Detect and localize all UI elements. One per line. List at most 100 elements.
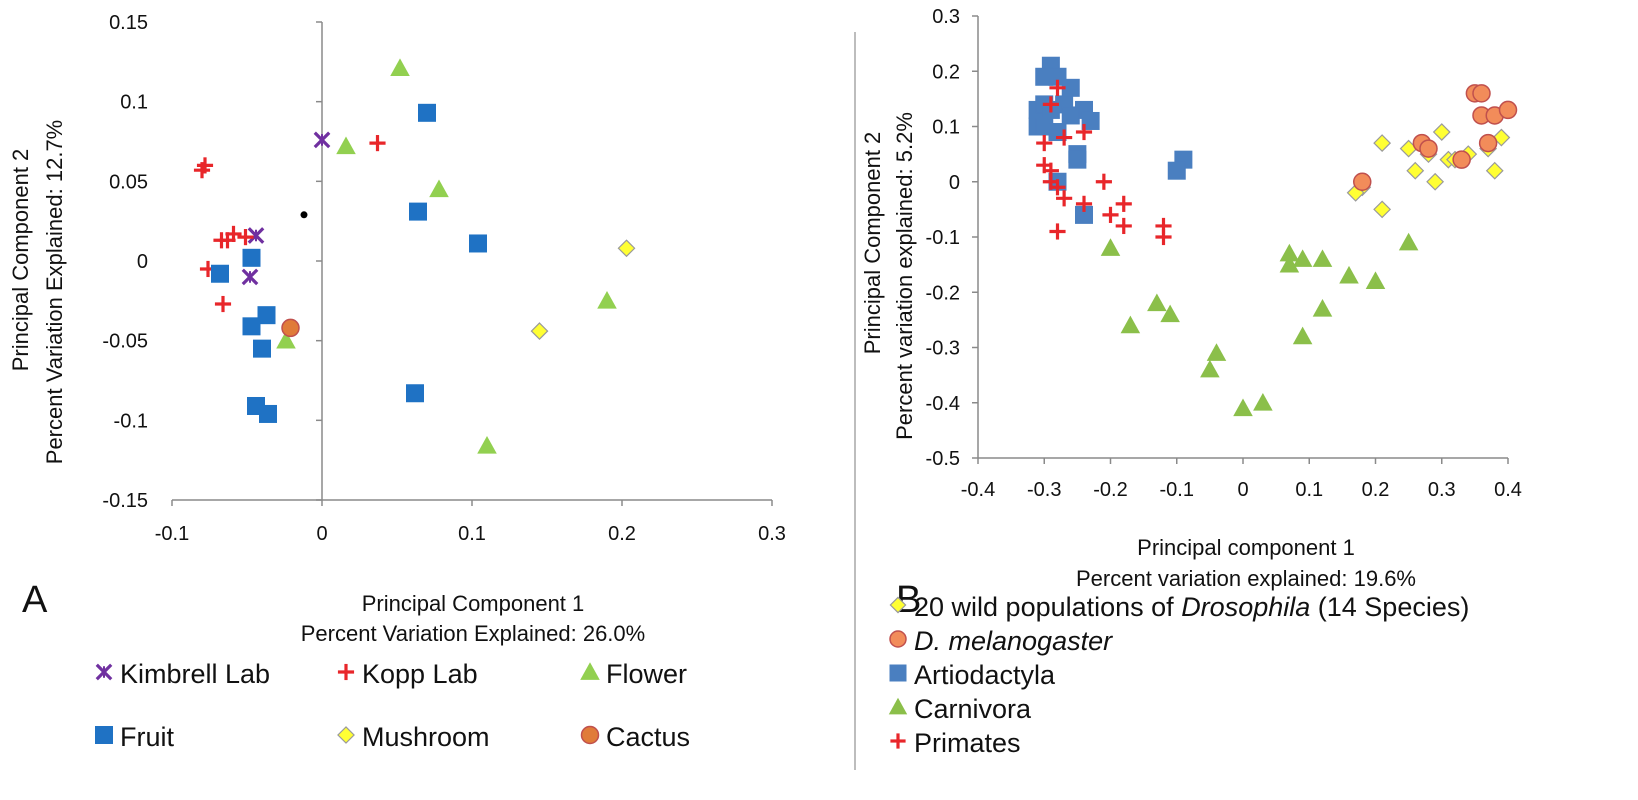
x-tick-label: 0.1 xyxy=(458,523,486,545)
point-primates xyxy=(1056,190,1073,207)
point-kimbrell-lab xyxy=(247,227,265,244)
y-tick-label: -0.5 xyxy=(926,448,960,470)
legend-label-drosophila: 20 wild populations of Drosophila (14 Sp… xyxy=(914,592,1469,622)
x-tick-label: -0.1 xyxy=(1160,479,1194,501)
point-carnivora xyxy=(1279,254,1300,273)
panel-b-ylabel: Principal Component 2 xyxy=(860,132,885,355)
point-primates xyxy=(1036,135,1053,152)
panel-b-legend: 20 wild populations of Drosophila (14 Sp… xyxy=(888,592,1469,758)
panel-a-scatter: -0.1 0 0.1 0.2 0.3 0.15 0.1 0.05 0 -0.05 -0.1 -0.15 xyxy=(102,12,786,545)
panel-b-xlabel: Principal component 1 xyxy=(1137,535,1355,560)
point-carnivora xyxy=(1160,304,1180,323)
x-tick-label: -0.2 xyxy=(1093,479,1127,501)
legend-label-carnivora: Carnivora xyxy=(914,694,1032,724)
y-tick-label: 0.1 xyxy=(932,117,960,139)
y-tick-label: -0.2 xyxy=(926,282,960,304)
point-kimbrell-lab xyxy=(241,268,259,286)
point-d-melanogaster xyxy=(1478,133,1498,153)
y-tick-label: -0.1 xyxy=(926,227,960,249)
point-carnivora xyxy=(1233,398,1253,417)
x-tick-label: 0.3 xyxy=(758,523,786,545)
point-fruit xyxy=(259,404,277,423)
point-primates xyxy=(1042,96,1059,113)
legend-marker-fruit xyxy=(95,726,113,744)
point-fruit xyxy=(418,103,436,122)
point-d-melanogaster xyxy=(1353,172,1372,191)
point-kopp-lab xyxy=(214,295,232,313)
point-primates xyxy=(1056,129,1073,146)
y-tick-label: -0.4 xyxy=(926,393,960,415)
point-primates xyxy=(1049,179,1066,196)
legend-label-fruit: Fruit xyxy=(120,722,174,752)
y-tick-label: 0 xyxy=(137,251,148,273)
point-carnivora xyxy=(1279,243,1300,262)
point-kopp-lab xyxy=(237,229,254,246)
y-tick-label: 0.2 xyxy=(932,61,960,83)
point-fruit xyxy=(242,317,261,336)
point-carnivora xyxy=(1200,359,1220,378)
legend-marker-carnivora xyxy=(888,697,908,715)
point-drosophila xyxy=(1485,161,1504,180)
y-tick-label: -0.15 xyxy=(102,490,148,512)
y-tick-label: 0.1 xyxy=(120,92,148,114)
point-mushroom xyxy=(530,322,549,341)
point-drosophila xyxy=(1492,128,1511,147)
point-artiodactyla xyxy=(1081,111,1100,130)
point-carnivora xyxy=(1147,293,1167,312)
legend-marker-primates xyxy=(890,733,906,749)
x-tick-label: -0.4 xyxy=(961,479,995,501)
point-d-melanogaster xyxy=(1498,100,1518,120)
point-carnivora xyxy=(1312,299,1333,317)
point-cactus xyxy=(281,318,300,338)
legend-label-d-melanogaster: D. melanogaster xyxy=(914,626,1113,656)
legend-label-primates: Primates xyxy=(914,728,1021,758)
point-carnivora xyxy=(1339,265,1359,284)
point-d-melanogaster xyxy=(1472,84,1491,103)
point-primates xyxy=(1095,173,1112,190)
panel-a-xlabel-2: Percent Variation Explained: 26.0% xyxy=(301,621,645,646)
point-carnivora xyxy=(1206,343,1227,361)
legend-label-artiodactyla: Artiodactyla xyxy=(914,660,1056,690)
point-kopp-lab xyxy=(369,135,386,152)
point-fruit xyxy=(257,306,276,325)
y-tick-label: -0.1 xyxy=(114,410,148,432)
point-carnivora xyxy=(1100,238,1121,256)
y-tick-label: 0.05 xyxy=(109,171,148,193)
panel-a-ylabel: Principal Component 2 xyxy=(8,149,33,372)
legend-marker-kimbrell-lab xyxy=(95,663,113,681)
point-fruit xyxy=(253,339,271,358)
point-carnivora xyxy=(1120,315,1141,334)
legend-marker-flower xyxy=(580,662,600,680)
point-mushroom xyxy=(617,239,636,258)
point-artiodactyla xyxy=(1167,161,1186,180)
point-artiodactyla xyxy=(1068,150,1087,169)
y-tick-label: 0 xyxy=(949,172,960,194)
point-drosophila xyxy=(1432,123,1451,141)
x-tick-label: -0.3 xyxy=(1027,479,1061,501)
y-tick-label: -0.05 xyxy=(102,331,148,353)
point-carnivora xyxy=(1365,271,1386,290)
point-flower xyxy=(336,136,356,155)
legend-marker-mushroom xyxy=(337,726,355,744)
legend-label-cactus: Cactus xyxy=(606,722,690,752)
panel-a-ylabel-2: Percent Variation Explained: 12.7% xyxy=(42,120,67,464)
point-fruit xyxy=(242,248,261,267)
point-fruit xyxy=(469,234,487,253)
legend-marker-drosophila xyxy=(889,596,907,614)
x-tick-label: 0.1 xyxy=(1295,479,1323,501)
legend-label-suffix: (14 Species) xyxy=(1310,592,1469,622)
x-tick-label: -0.1 xyxy=(155,523,189,545)
x-tick-label: 0 xyxy=(316,523,327,545)
x-tick-label: 0.2 xyxy=(1362,479,1390,501)
point-primates xyxy=(1102,206,1119,223)
point-carnivora xyxy=(1292,326,1313,345)
point-primates xyxy=(1075,123,1093,141)
point-flower xyxy=(429,179,449,198)
point-kimbrell-lab xyxy=(313,131,331,149)
point-artiodactyla xyxy=(1061,106,1080,125)
legend-label-kopp-lab: Kopp Lab xyxy=(362,659,478,689)
point-kopp-lab xyxy=(196,157,214,174)
point-d-melanogaster xyxy=(1452,150,1471,169)
point-kopp-lab xyxy=(213,232,230,249)
